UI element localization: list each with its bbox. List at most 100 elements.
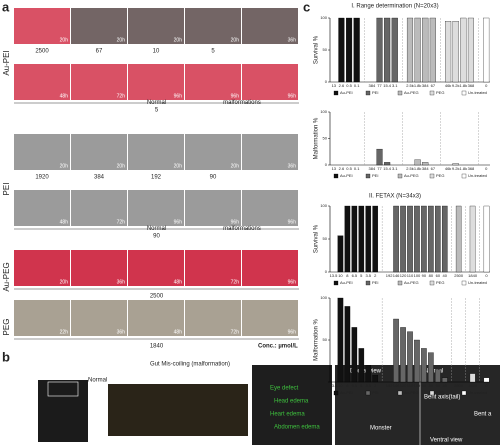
x-tick-label: 80 xyxy=(429,383,434,388)
time-label: 96h xyxy=(174,93,183,99)
conc-label: 2500 xyxy=(150,294,164,300)
x-tick-label: 60 xyxy=(436,383,441,388)
time-label: 72h xyxy=(117,219,126,225)
legend-swatch xyxy=(397,280,403,286)
time-label: 72h xyxy=(231,279,240,285)
photo xyxy=(14,8,70,44)
y-tick-label: 0 xyxy=(325,162,328,167)
x-tick-label: 2 xyxy=(374,273,377,278)
legend-label: PEI xyxy=(372,390,378,395)
x-tick-label: 1840 xyxy=(468,273,478,278)
photo xyxy=(242,64,298,100)
time-label: 20h xyxy=(231,163,240,169)
bar xyxy=(452,163,459,166)
x-tick-label: 3.5 xyxy=(365,383,371,388)
x-tick-label: 2.6 xyxy=(339,83,345,88)
x-tick-label: 384 xyxy=(369,166,376,171)
y-tick-label: 100 xyxy=(320,295,327,300)
legend-swatch xyxy=(365,173,371,179)
legend-swatch xyxy=(365,90,371,96)
time-label: 20h xyxy=(174,37,183,43)
y-tick-label: 0 xyxy=(325,269,328,274)
y-axis-label: Survival % xyxy=(314,35,320,64)
x-tick-label: 9.2k xyxy=(452,83,460,88)
x-tick-label: 0 xyxy=(485,273,488,278)
x-tick-label: 0 xyxy=(485,383,488,388)
y-tick-label: 0 xyxy=(325,79,328,84)
bar xyxy=(429,17,436,83)
photo xyxy=(242,190,298,226)
x-tick-label: 1.8k xyxy=(414,83,422,88)
bar xyxy=(441,205,448,273)
panel-label: c xyxy=(303,0,310,14)
bar xyxy=(455,205,462,273)
x-tick-label: 10 xyxy=(338,273,343,278)
legend-swatch xyxy=(333,280,339,286)
bar xyxy=(467,17,474,83)
x-tick-label: 384 xyxy=(422,166,429,171)
x-tick-label: 2500 xyxy=(454,273,464,278)
x-tick-label: 67 xyxy=(431,166,436,171)
bar xyxy=(469,373,476,383)
time-label: 20h xyxy=(60,163,69,169)
row-caption: Normal xyxy=(147,100,166,106)
x-tick-label: 13 xyxy=(332,166,337,171)
x-tick-label: 384 xyxy=(369,83,376,88)
y-tick-label: 50 xyxy=(323,47,328,52)
x-tick-label: 80 xyxy=(429,273,434,278)
bar xyxy=(483,17,490,83)
photo xyxy=(242,250,298,286)
time-label: 20h xyxy=(117,163,126,169)
x-tick-label: 3.1 xyxy=(392,83,398,88)
x-tick-label: 2500 xyxy=(454,383,464,388)
x-tick-label: 192 xyxy=(386,383,393,388)
legend-label: Au-PEG xyxy=(404,90,419,95)
x-tick-label: 15.4 xyxy=(383,83,392,88)
photo xyxy=(252,365,332,445)
group-label: PEG xyxy=(2,319,11,336)
conc-unit: Conc.: µmol/L xyxy=(258,344,298,350)
y-tick-label: 50 xyxy=(323,337,328,342)
legend-label: PEG xyxy=(436,280,444,285)
bar xyxy=(460,17,467,83)
view-label: Bent axis(tail) xyxy=(424,395,460,401)
time-label: 96h xyxy=(288,219,297,225)
bar xyxy=(414,159,421,166)
x-tick-label: 8 xyxy=(346,273,349,278)
x-tick-label: 77 xyxy=(377,83,382,88)
legend-swatch xyxy=(461,390,467,396)
y-tick-label: 100 xyxy=(320,203,327,208)
bar xyxy=(428,205,434,273)
legend-swatch xyxy=(333,173,339,179)
x-tick-label: 60 xyxy=(436,273,441,278)
x-tick-label: 8 xyxy=(346,383,349,388)
bar xyxy=(384,162,391,166)
time-label: 96h xyxy=(288,329,297,335)
x-tick-label: 2 xyxy=(374,383,377,388)
bar xyxy=(393,318,399,383)
bar xyxy=(391,17,398,83)
bar xyxy=(445,21,452,83)
section-title: II. FETAX (N=34x3) xyxy=(369,194,421,200)
photo xyxy=(14,300,70,336)
legend-swatch xyxy=(397,173,403,179)
photo xyxy=(71,8,127,44)
photo xyxy=(14,250,70,286)
legend-label: PEI xyxy=(372,90,378,95)
conc-label: 67 xyxy=(96,49,103,55)
x-tick-label: 40 xyxy=(443,383,448,388)
x-tick-label: 15.4 xyxy=(383,166,392,171)
legend-swatch xyxy=(461,173,467,179)
x-tick-label: 0.1 xyxy=(354,166,360,171)
x-tick-label: 13 xyxy=(332,83,337,88)
legend-label: Un-treated xyxy=(468,90,487,95)
photo xyxy=(71,190,127,226)
bar xyxy=(351,327,358,383)
x-tick-label: 100 xyxy=(414,273,421,278)
time-label: 36h xyxy=(117,329,126,335)
defect-label: Heart edema xyxy=(270,412,305,418)
legend-label: PEG xyxy=(436,173,444,178)
photo xyxy=(71,250,127,286)
bar xyxy=(400,327,406,383)
x-tick-label: 67 xyxy=(431,83,436,88)
